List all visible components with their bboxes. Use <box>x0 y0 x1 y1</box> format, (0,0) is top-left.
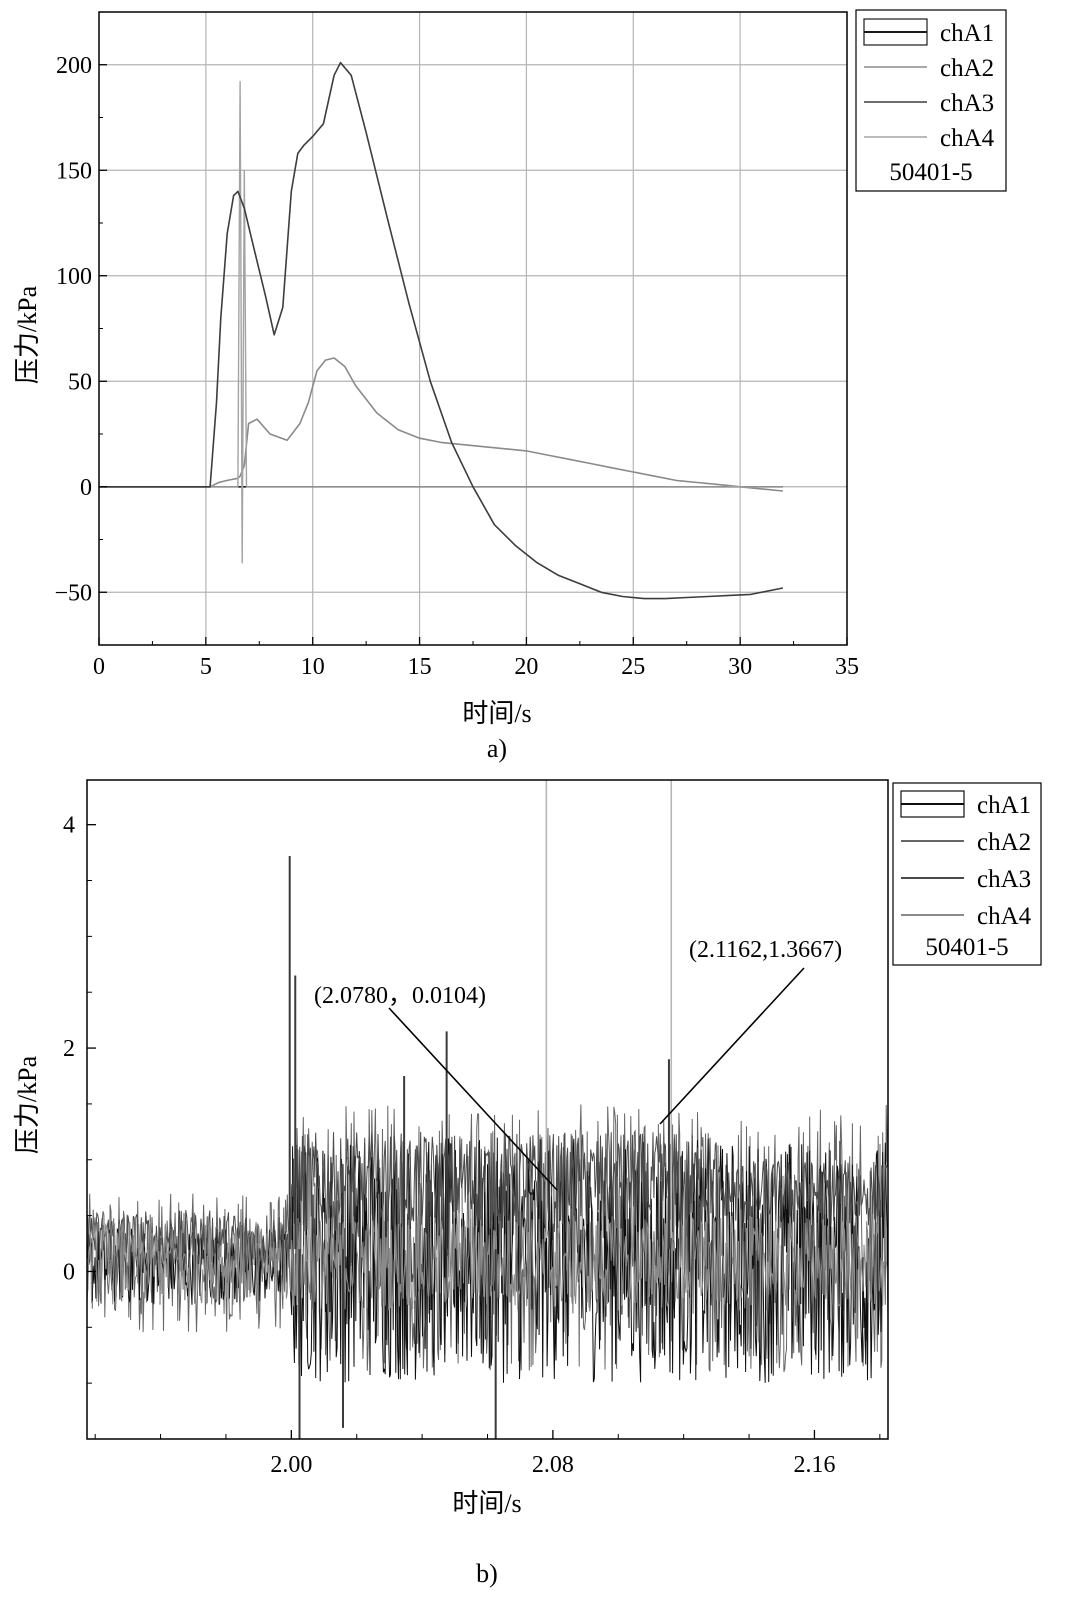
chart-a-y-tick-label: 150 <box>56 158 92 184</box>
legend-b-note: 50401-5 <box>925 934 1008 961</box>
legend-a-chA4-label: chA4 <box>940 125 995 152</box>
chart-b-annotation-label: (2.1162,1.3667) <box>689 937 842 963</box>
chart-a-caption: a) <box>487 734 507 763</box>
chart-b-y-tick-label: 2 <box>63 1036 75 1062</box>
chart-a-x-axis-label: 时间/s <box>462 699 531 728</box>
chart-b-ticks <box>87 824 881 1439</box>
chart-b-annotation-label: (2.0780，0.0104) <box>314 983 486 1009</box>
chart-a-series <box>99 61 784 600</box>
chart-b-series-chA4 <box>87 1215 888 1311</box>
legend-a-note: 50401-5 <box>889 159 972 186</box>
chart-b-annotations: (2.0780，0.0104) (2.1162,1.3667) <box>314 937 842 1191</box>
chart-a-series-chA2 <box>99 357 783 492</box>
chart-b-annotation-leader <box>659 967 805 1125</box>
chart-a-x-tick-label: 35 <box>835 654 859 680</box>
chart-b-y-tick-label: 4 <box>63 813 75 839</box>
chart-a-y-tick-label: 0 <box>80 475 92 501</box>
chart-b-y-tick-label: 0 <box>63 1259 75 1285</box>
chart-a-y-tick-label: 200 <box>56 53 92 79</box>
chart-a-x-tick-label: 5 <box>200 654 212 680</box>
chart-a-tick-labels: 0 5 10 15 20 25 30 35 −50 0 50 100 150 200 <box>54 53 859 680</box>
chart-b-x-tick-label: 2.16 <box>793 1452 835 1478</box>
chart-a-x-tick-label: 30 <box>728 654 752 680</box>
chart-a-x-tick-label: 15 <box>408 654 432 680</box>
legend-b-chA1-label: chA1 <box>977 792 1031 819</box>
chart-a-y-tick-label: 50 <box>68 369 92 395</box>
chart-b-series <box>87 855 888 1439</box>
legend-b-chA4-label: chA4 <box>977 903 1032 930</box>
chart-b-annotation-leader <box>388 1007 558 1191</box>
chart-b-x-tick-label: 2.00 <box>270 1452 312 1478</box>
chart-b-y-axis-label: 压力/kPa <box>13 1055 42 1154</box>
legend-a-chA3-label: chA3 <box>940 90 994 117</box>
chart-b-tick-labels: 2.00 2.08 2.16 0 2 4 <box>63 813 835 1478</box>
legend-b-chA3-label: chA3 <box>977 866 1031 893</box>
chart-a-x-tick-label: 20 <box>514 654 538 680</box>
chart-a-x-tick-label: 0 <box>93 654 105 680</box>
legend-a-chA1-label: chA1 <box>940 20 994 47</box>
chart-b-reference-lines <box>545 780 673 1238</box>
chart-a-legend-box <box>855 9 1007 192</box>
chart-b-legend-box <box>892 782 1042 966</box>
chart-b: 2.00 2.08 2.16 0 2 4 (2.0780，0.0104) (2.1162,1… <box>13 779 1042 1588</box>
chart-a-grid <box>99 12 847 645</box>
legend-a-chA2-label: chA2 <box>940 55 994 82</box>
chart-b-caption: b) <box>476 1559 498 1588</box>
chart-a-ticks <box>98 11 848 646</box>
chart-a: 0 5 10 15 20 25 30 35 −50 0 50 100 150 200 时间/s 压力/kP… <box>13 9 1007 763</box>
chart-b-x-axis-label: 时间/s <box>452 1489 521 1518</box>
chart-a-legend: chA1 chA2 chA3 chA4 50401-5 <box>855 9 1007 192</box>
chart-a-plot-frame <box>98 11 848 646</box>
legend-b-chA2-label: chA2 <box>977 829 1031 856</box>
chart-a-y-tick-label: −50 <box>54 580 92 606</box>
chart-b-legend: chA1 chA2 chA3 chA4 50401-5 <box>892 782 1042 966</box>
chart-a-x-tick-label: 10 <box>301 654 325 680</box>
chart-a-series-chA3 <box>99 61 784 600</box>
chart-b-x-tick-label: 2.08 <box>532 1452 574 1478</box>
chart-a-y-axis-label: 压力/kPa <box>13 285 42 384</box>
chart-a-x-tick-label: 25 <box>621 654 645 680</box>
chart-a-y-tick-label: 100 <box>56 264 92 290</box>
chart-a-series-chA4 <box>99 80 783 564</box>
